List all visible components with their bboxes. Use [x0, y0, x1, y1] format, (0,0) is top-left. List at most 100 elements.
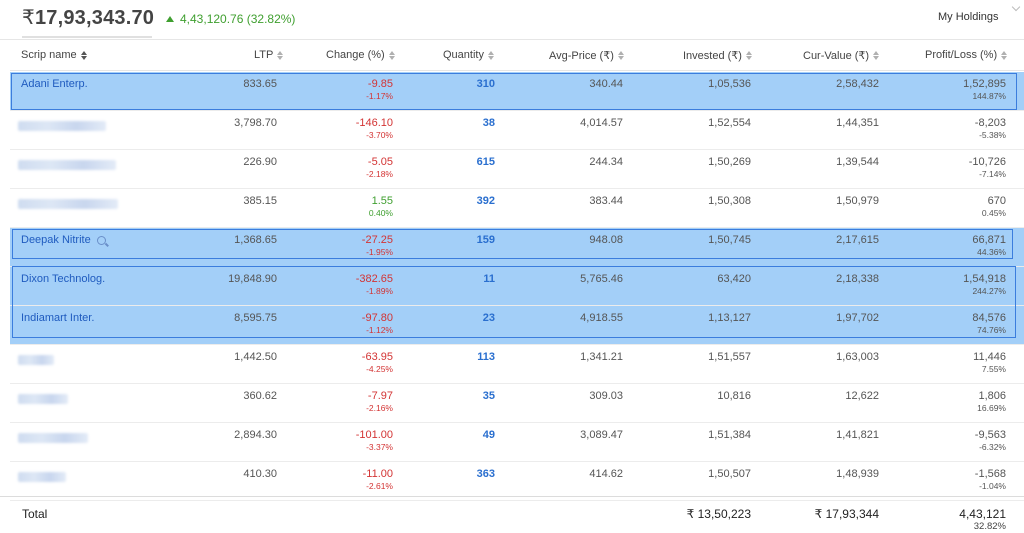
total-value-number: 17,93,343.70	[34, 7, 155, 29]
cell-chg: -382.65	[355, 273, 393, 285]
cell-ltp: 410.30	[243, 468, 277, 480]
col-cur-value[interactable]: Cur-Value (₹)	[803, 49, 880, 62]
totals-label: Total	[22, 507, 48, 521]
table-row[interactable]: 3,798.70 -146.10 38 4,014.57 1,52,554 1,44,35…	[10, 111, 1024, 150]
col-label: Avg-Price (₹)	[549, 50, 614, 62]
cell-cur: 2,17,615	[836, 234, 879, 246]
table-row[interactable]: 2,894.30 -101.00 49 3,089.47 1,51,384 1,41,82…	[10, 423, 1024, 462]
table-row[interactable]: Indiamart Inter. 8,595.75 -97.80 23 4,918.55…	[10, 306, 1024, 345]
cell-qty[interactable]: 38	[482, 117, 495, 129]
total-profit-loss: 4,43,121	[959, 507, 1006, 521]
table-row[interactable]: Adani Enterp. 833.65 -9.85 310 340.44 1,05,53…	[10, 72, 1024, 111]
col-label: LTP	[254, 49, 274, 61]
sort-icon[interactable]	[745, 51, 752, 60]
cell-pl-pct: -7.14%	[979, 169, 1006, 179]
redacted-scrip-name[interactable]	[18, 472, 66, 482]
col-scrip-name[interactable]: Scrip name	[21, 49, 87, 61]
cell-cur: 1,50,979	[836, 195, 879, 207]
cell-inv: 63,420	[717, 273, 751, 285]
sort-icon[interactable]	[1001, 50, 1008, 60]
cell-avg: 340.44	[589, 78, 623, 90]
cell-ltp: 1,442.50	[234, 351, 277, 363]
scrip-name-text[interactable]: Dixon Technolog.	[21, 273, 106, 285]
day-change: 4,43,120.76 (32.82%)	[166, 12, 295, 26]
cell-avg: 5,765.46	[580, 273, 623, 285]
cell-pl-pct: 144.87%	[972, 91, 1006, 101]
col-change[interactable]: Change (%)	[326, 49, 395, 61]
scrip-name[interactable]: Deepak Nitrite	[21, 234, 106, 246]
cell-qty[interactable]: 23	[482, 312, 495, 324]
redacted-scrip-name[interactable]	[18, 433, 88, 443]
cell-pl-pct: 74.76%	[977, 325, 1006, 335]
cell-change-pct: -1.17%	[366, 91, 393, 101]
table-row[interactable]: 360.62 -7.97 35 309.03 10,816 12,622 1,806 -2.1…	[10, 384, 1024, 423]
sort-icon[interactable]	[388, 50, 395, 60]
cell-change-pct: -3.70%	[366, 130, 393, 140]
cell-avg: 3,089.47	[580, 429, 623, 441]
table-row[interactable]: 1,442.50 -63.95 113 1,341.21 1,51,557 1,63,00…	[10, 345, 1024, 384]
col-profit-loss[interactable]: Profit/Loss (%)	[925, 49, 1008, 61]
cell-pl: -10,726	[968, 156, 1006, 168]
cell-cur: 12,622	[845, 390, 879, 402]
scrip-name-text[interactable]: Indiamart Inter.	[21, 312, 95, 324]
redacted-scrip-name[interactable]	[18, 394, 68, 404]
sort-icon[interactable]	[873, 51, 880, 60]
sort-icon[interactable]	[277, 50, 284, 60]
cell-qty[interactable]: 35	[482, 390, 495, 402]
sort-icon[interactable]	[487, 50, 494, 60]
cell-qty[interactable]: 11	[483, 273, 495, 285]
cell-ltp: 1,368.65	[234, 234, 277, 246]
scrip-name[interactable]: Indiamart Inter.	[21, 312, 94, 324]
col-ltp[interactable]: LTP	[254, 49, 284, 61]
cell-qty[interactable]: 392	[476, 195, 495, 207]
search-icon[interactable]	[96, 235, 106, 245]
cell-pl: 1,806	[978, 390, 1006, 402]
table-row[interactable]: 226.90 -5.05 615 244.34 1,50,269 1,39,544 -10,…	[10, 150, 1024, 189]
redacted-scrip-name[interactable]	[18, 355, 54, 365]
cell-qty[interactable]: 615	[476, 156, 495, 168]
cell-qty[interactable]: 159	[476, 234, 495, 246]
cell-cur: 1,48,939	[836, 468, 879, 480]
chevron-down-icon[interactable]	[1011, 2, 1021, 12]
redacted-scrip-name[interactable]	[18, 160, 116, 170]
redacted-scrip-name[interactable]	[18, 199, 118, 209]
cell-qty[interactable]: 113	[477, 351, 495, 363]
cell-avg: 4,014.57	[580, 117, 623, 129]
cell-chg: -11.00	[362, 468, 393, 480]
cell-pl: -1,568	[974, 468, 1006, 480]
col-quantity[interactable]: Quantity	[443, 49, 494, 61]
cell-chg: -63.95	[361, 351, 393, 363]
cell-cur: 1,63,003	[836, 351, 879, 363]
cell-inv: 1,52,554	[708, 117, 751, 129]
total-profit-loss-pct: 32.82%	[973, 521, 1006, 532]
cell-ltp: 8,595.75	[234, 312, 277, 324]
cell-qty[interactable]: 310	[476, 78, 495, 90]
cell-ltp: 360.62	[243, 390, 277, 402]
col-avg-price[interactable]: Avg-Price (₹)	[549, 49, 624, 62]
cell-cur: 1,44,351	[836, 117, 879, 129]
table-row[interactable]: Deepak Nitrite 1,368.65 -27.25 159 948.08 1,5…	[10, 228, 1024, 267]
cell-pl: 1,52,895	[963, 78, 1006, 90]
holdings-view-select[interactable]: My Holdings	[938, 11, 999, 23]
cell-qty[interactable]: 363	[476, 468, 495, 480]
scrip-name[interactable]: Adani Enterp.	[21, 78, 88, 90]
scrip-name-text[interactable]: Deepak Nitrite	[21, 234, 91, 246]
cell-qty[interactable]: 49	[482, 429, 495, 441]
cell-avg: 383.44	[589, 195, 623, 207]
scrip-name[interactable]: Dixon Technolog.	[21, 273, 105, 285]
col-label: Cur-Value (₹)	[803, 50, 870, 62]
cell-pl-pct: 44.36%	[977, 247, 1006, 257]
col-label: Quantity	[443, 49, 484, 61]
redacted-scrip-name[interactable]	[18, 121, 106, 131]
portfolio-header: ₹17,93,343.70 4,43,120.76 (32.82%) My Ho…	[0, 0, 1024, 40]
portfolio-total: ₹17,93,343.70	[22, 5, 154, 30]
table-row[interactable]: 410.30 -11.00 363 414.62 1,50,507 1,48,939 -1,…	[10, 462, 1024, 501]
table-row[interactable]: Dixon Technolog. 19,848.90 -382.65 11 5,765.…	[10, 267, 1024, 306]
cell-inv: 1,13,127	[708, 312, 751, 324]
col-invested[interactable]: Invested (₹)	[683, 49, 752, 62]
sort-icon[interactable]	[80, 50, 87, 60]
currency-symbol: ₹	[22, 7, 35, 29]
scrip-name-text[interactable]: Adani Enterp.	[21, 78, 88, 90]
sort-icon[interactable]	[617, 51, 624, 60]
table-row[interactable]: 385.15 1.55 392 383.44 1,50,308 1,50,979 670 0.…	[10, 189, 1024, 228]
